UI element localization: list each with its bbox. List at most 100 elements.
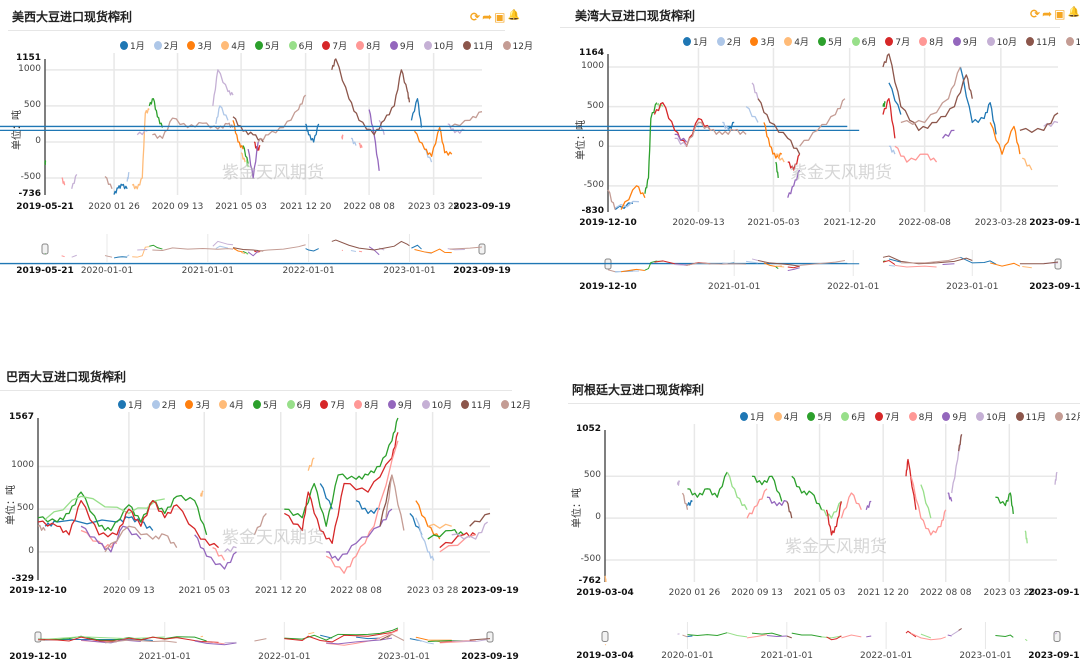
legend-marker-icon xyxy=(187,41,196,50)
nav-series-line xyxy=(449,246,483,250)
series-line xyxy=(674,133,688,143)
download-icon[interactable]: ▣ xyxy=(494,10,506,24)
legend-item[interactable]: 2月 xyxy=(716,35,741,48)
legend-item[interactable]: 5月 xyxy=(817,35,843,48)
legend-item[interactable]: 4月 xyxy=(784,35,809,48)
legend-item[interactable]: 9月 xyxy=(389,39,415,52)
navigator[interactable] xyxy=(601,622,1061,649)
y-tick-label: 0 xyxy=(598,140,604,151)
legend-item[interactable]: 11月 xyxy=(461,398,492,411)
share-icon[interactable]: ➦ xyxy=(1042,7,1053,21)
bell-icon[interactable]: 🔔 xyxy=(1067,7,1080,18)
legend-item[interactable]: 1月 xyxy=(740,410,765,423)
legend-item[interactable]: 6月 xyxy=(841,410,866,423)
legend-item[interactable]: 10月 xyxy=(986,35,1017,48)
legend-item[interactable]: 10月 xyxy=(421,398,453,411)
legend-item[interactable]: 7月 xyxy=(322,39,347,52)
legend-item[interactable]: 3月 xyxy=(185,398,210,411)
legend-item[interactable]: 3月 xyxy=(187,39,212,52)
legend-item[interactable]: 2月 xyxy=(153,39,178,52)
nav-left-handle[interactable] xyxy=(601,631,609,642)
legend-item[interactable]: 11月 xyxy=(1026,35,1057,48)
legend-item[interactable]: 7月 xyxy=(885,35,910,48)
nav-series-line xyxy=(841,634,862,639)
legend-item[interactable]: 6月 xyxy=(851,35,876,48)
legend-marker-icon xyxy=(784,37,793,46)
legend-item[interactable]: 5月 xyxy=(807,410,832,423)
legend-item[interactable]: 7月 xyxy=(874,410,900,423)
legend-item[interactable]: 4月 xyxy=(773,410,798,423)
legend-item[interactable]: 10月 xyxy=(976,410,1007,423)
legend-item[interactable]: 2月 xyxy=(151,398,176,411)
legend-item[interactable]: 12月 xyxy=(1055,410,1080,423)
legend-item[interactable]: 8月 xyxy=(356,39,381,52)
legend-item[interactable]: 7月 xyxy=(320,398,345,411)
series-line xyxy=(469,512,491,527)
bell-icon[interactable]: 🔔 xyxy=(507,10,520,21)
legend-marker-icon xyxy=(252,400,261,409)
series-line xyxy=(685,121,747,147)
share-icon[interactable]: ➦ xyxy=(482,10,493,24)
legend-marker-icon xyxy=(740,412,748,421)
legend-item[interactable]: 9月 xyxy=(942,410,967,423)
legend-item[interactable]: 9月 xyxy=(952,35,978,48)
series-line xyxy=(199,490,204,497)
legend-label: 10月 xyxy=(431,401,453,411)
legend-item[interactable]: 6月 xyxy=(288,39,313,52)
legend-item[interactable]: 11月 xyxy=(1015,410,1046,423)
legend-marker-icon xyxy=(500,400,509,409)
nav-right-handle[interactable] xyxy=(478,243,486,255)
nav-series-line xyxy=(621,268,645,273)
legend-item[interactable]: 8月 xyxy=(908,410,933,423)
legend-item[interactable]: 8月 xyxy=(919,35,944,48)
nav-tick-label: 2023-09-19 xyxy=(1029,282,1080,292)
legend-item[interactable]: 11月 xyxy=(463,39,494,52)
nav-left-handle[interactable] xyxy=(41,243,49,255)
legend-item[interactable]: 12月 xyxy=(500,398,531,411)
legend-item[interactable]: 6月 xyxy=(286,398,311,411)
legend-item[interactable]: 8月 xyxy=(354,398,379,411)
refresh-icon[interactable]: ⟳ xyxy=(1030,7,1041,21)
series-line xyxy=(71,174,78,189)
x-tick-label: 2020 01 26 xyxy=(668,588,721,598)
legend-item[interactable]: 12月 xyxy=(502,39,533,52)
nav-series-line xyxy=(305,248,319,252)
legend-item[interactable]: 3月 xyxy=(750,35,775,48)
legend-item[interactable]: 12月 xyxy=(1065,35,1080,48)
legend-item[interactable]: 9月 xyxy=(387,398,413,411)
refresh-icon[interactable]: ⟳ xyxy=(470,10,481,24)
legend-item[interactable]: 5月 xyxy=(252,398,278,411)
legend-item[interactable]: 5月 xyxy=(254,39,280,52)
nav-right-handle[interactable] xyxy=(1054,258,1062,270)
legend-item[interactable]: 1月 xyxy=(683,35,708,48)
nav-right-handle[interactable] xyxy=(486,631,494,643)
legend-item[interactable]: 4月 xyxy=(221,39,246,52)
series-9月 xyxy=(80,508,393,570)
y-axis-label: 单位：吨 xyxy=(6,485,17,525)
series-line xyxy=(247,141,259,179)
series-line xyxy=(61,177,66,186)
y-tick-label: 0 xyxy=(28,545,34,556)
series-line xyxy=(240,152,246,163)
series-line xyxy=(614,202,634,211)
series-line xyxy=(80,525,142,553)
legend-item[interactable]: 10月 xyxy=(423,39,454,52)
legend-item[interactable]: 1月 xyxy=(118,398,143,411)
nav-series-line xyxy=(687,632,728,637)
download-icon[interactable]: ▣ xyxy=(1054,7,1066,21)
series-line xyxy=(341,134,344,140)
legend-label: 8月 xyxy=(366,42,381,52)
navigator[interactable] xyxy=(41,234,486,262)
series-line xyxy=(319,483,333,510)
series-5月 xyxy=(687,471,1014,515)
legend-label: 11月 xyxy=(471,401,492,411)
series-line xyxy=(674,137,688,147)
navigator[interactable] xyxy=(0,250,1062,276)
legend-item[interactable]: 4月 xyxy=(219,398,244,411)
navigator[interactable] xyxy=(34,622,494,650)
legend-item[interactable]: 1月 xyxy=(120,39,145,52)
legend-marker-icon xyxy=(421,400,430,409)
nav-series-line xyxy=(1022,266,1032,269)
legend-marker-icon xyxy=(423,41,432,50)
series-10月 xyxy=(224,521,489,553)
